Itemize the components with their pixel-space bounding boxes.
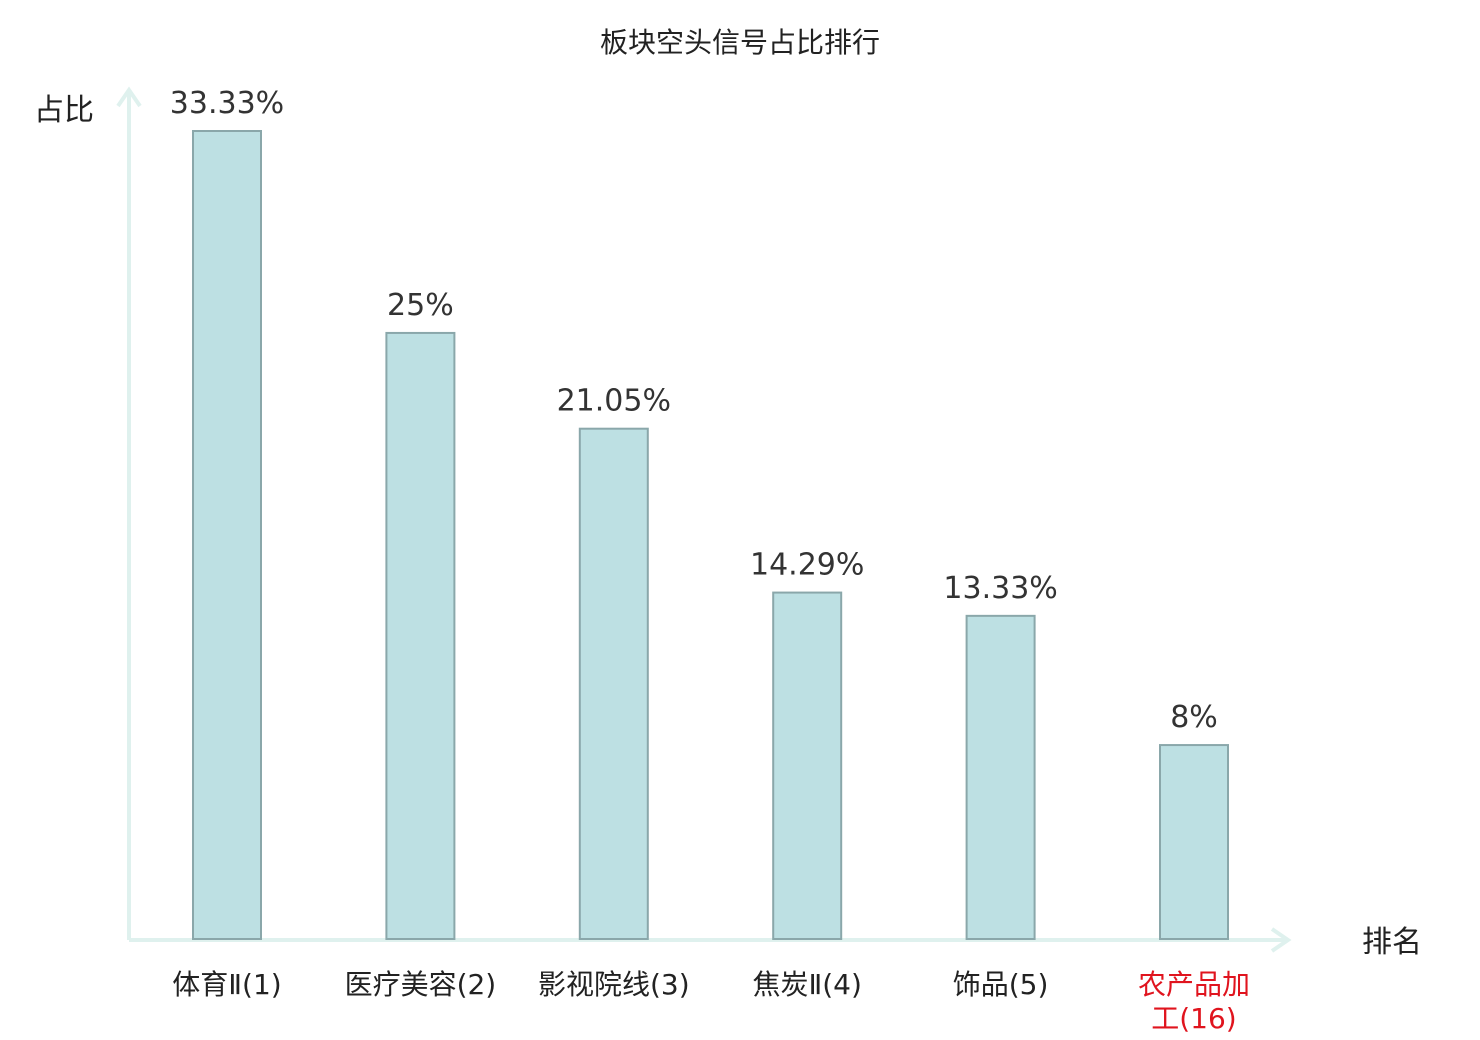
bar-value-label-6: 8% (1170, 700, 1218, 735)
bar-value-label-3: 21.05% (557, 384, 671, 419)
category-label-3: 影视院线(3) (538, 968, 690, 1001)
y-axis: 占比 (34, 86, 142, 940)
bar-6 (1159, 744, 1229, 940)
bar-value-label-1: 33.33% (170, 86, 284, 121)
x-axis-label: 排名 (1362, 925, 1422, 960)
category-label-5: 饰品(5) (953, 968, 1049, 1001)
y-axis-arrow (116, 86, 142, 108)
bar-2 (385, 331, 456, 940)
bar-4 (772, 591, 843, 940)
x-axis-arrow (1270, 927, 1292, 953)
category-label-4: 焦炭Ⅱ(4) (752, 968, 861, 1001)
bars-group (192, 130, 1229, 941)
bar-1 (192, 130, 262, 940)
category-label-6-line-2: 工(16) (1151, 1002, 1236, 1035)
x-axis: 排名 (129, 925, 1422, 960)
chart-title: 板块空头信号占比排行 (600, 26, 880, 59)
category-label-2: 医疗美容(2) (345, 968, 497, 1001)
bar-5 (965, 614, 1036, 941)
bar-value-label-4: 14.29% (750, 548, 864, 583)
bar-value-label-5: 13.33% (943, 571, 1057, 606)
bar-3 (578, 427, 649, 940)
y-axis-label: 占比 (34, 93, 94, 128)
value-labels-group: 33.33% 25% 21.05% 14.29% 13.33% 8% (170, 86, 1218, 735)
category-label-6-line-1: 农产品加 (1138, 968, 1250, 1001)
bar-value-label-2: 25% (387, 288, 454, 323)
category-label-1: 体育Ⅱ(1) (172, 968, 281, 1001)
